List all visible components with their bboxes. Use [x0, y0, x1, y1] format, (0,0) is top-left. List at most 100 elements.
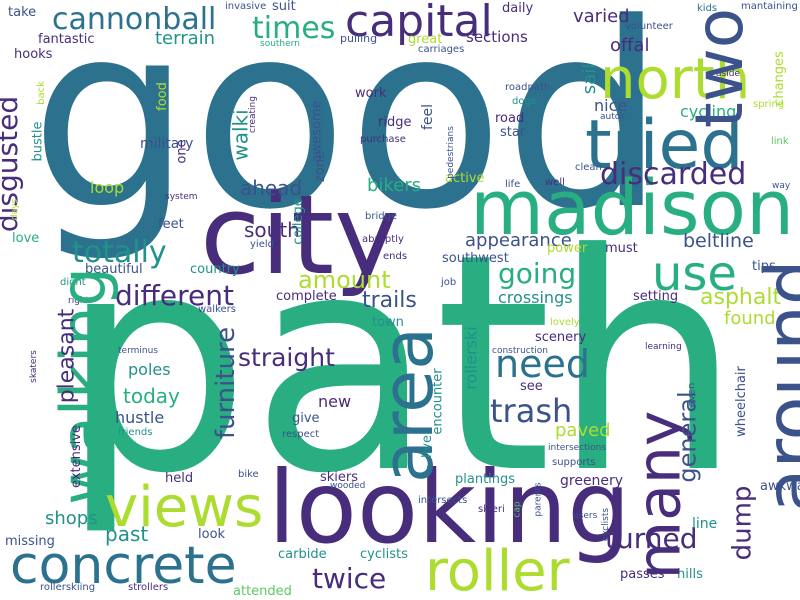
word-mantaining: mantaining [741, 1, 798, 12]
word-learning: learning [645, 342, 682, 352]
word-hooks: hooks [14, 47, 53, 62]
word-greenery: cap [512, 501, 523, 518]
word-hustle: hustle [115, 408, 165, 427]
word-purchase: feel [420, 103, 437, 131]
word-times: times [252, 11, 336, 46]
word-awkward: greenery [560, 473, 624, 489]
word-dump: dump [727, 485, 758, 561]
word-spring: spring [753, 99, 785, 110]
word-past: past [105, 522, 149, 546]
word-feet: feet [158, 217, 184, 232]
word-suit: suit [272, 0, 296, 14]
word-passes: cyclists [360, 547, 408, 562]
word-life: active [445, 171, 485, 186]
word-job: job [441, 277, 457, 288]
word-work: zone [313, 150, 329, 183]
word-new: new [318, 392, 352, 411]
word-roadpath: clean [575, 162, 602, 173]
word-attended: strollers [128, 582, 169, 593]
word-tips: tips [752, 259, 776, 274]
word-intersections: even [686, 382, 698, 408]
word-cannonball: cannonball [52, 2, 217, 37]
word-ridge: work [355, 86, 387, 101]
word-appearance: appearance [465, 230, 572, 251]
word-star: road [495, 111, 525, 126]
word-looking: looking [268, 449, 631, 566]
word-held: skiers [320, 470, 359, 485]
word-around: around [749, 259, 800, 513]
word-give: give [292, 411, 320, 426]
word-college: college [290, 198, 306, 245]
word-trails: trails [362, 288, 417, 313]
word-abruptly: abruptly [362, 234, 404, 245]
word-system: system [165, 192, 198, 202]
word-ends: ends [383, 251, 408, 262]
word-use: use [652, 246, 737, 302]
word-skiers: supports [552, 457, 596, 468]
word-lovely: lovely [550, 317, 580, 328]
word-amount: amount [298, 266, 391, 294]
word-beltline: beltline [683, 230, 754, 252]
word-even: bike [238, 469, 259, 480]
word-good: good [30, 0, 666, 266]
word-cycling: cycling [680, 102, 737, 121]
word-intersects: wooded [330, 481, 366, 491]
word-line: awkward [760, 479, 800, 494]
word-wooded: extensive [68, 425, 84, 488]
word-days: days [10, 198, 21, 221]
word-path: path [60, 190, 743, 539]
word-extensive: parents [533, 482, 544, 517]
word-asphalt: asphalt [700, 285, 782, 310]
word-views: views [105, 475, 264, 540]
word-bike: held [165, 471, 194, 486]
word-crossings: crossings [498, 288, 573, 307]
word-changes: changes [771, 51, 787, 106]
word-bridge: bridge [365, 211, 398, 222]
word-see: see [520, 379, 543, 394]
word-parents: plantings [455, 472, 516, 487]
word-well: life [505, 179, 521, 190]
word-missing: cyclists [601, 507, 612, 542]
word-capital: capital [345, 0, 493, 47]
word-zone: pedestrians [445, 126, 456, 179]
word-must: must [605, 241, 638, 256]
word-one: loop [90, 178, 125, 197]
word-two: two [681, 7, 759, 129]
word-loop: one [174, 139, 190, 164]
word-terminus: terminus [118, 346, 158, 356]
word-carriages: carriages [418, 44, 465, 55]
word-beautiful: beautiful [85, 262, 143, 277]
word-respect: respect [282, 429, 320, 440]
word-look: shops [45, 508, 98, 529]
word-shops: line [692, 516, 718, 532]
word-volunteer: volunteer [625, 21, 673, 32]
word-skieri: look [198, 527, 226, 542]
word-hills: passes [620, 567, 665, 582]
word-love: love [12, 231, 40, 246]
word-pedestrians: autos [600, 112, 625, 122]
word-dogs: roadpath [505, 82, 551, 93]
word-need: need [495, 342, 590, 386]
word-offal: offal [610, 35, 650, 56]
word-concrete: concrete [10, 536, 237, 596]
word-pulling: pulling [340, 32, 378, 45]
word-today: today [123, 384, 180, 408]
word-pleasant: pleasant [54, 308, 80, 404]
word-food: military [140, 136, 194, 152]
word-great: great [408, 32, 443, 47]
word-south: south [244, 218, 300, 242]
word-city: city [200, 171, 400, 299]
word-going: going [498, 257, 577, 290]
word-terrain: terrain [155, 28, 216, 49]
word-right: right [68, 296, 90, 306]
word-set: skaters [28, 350, 39, 383]
word-invasive: invasive [225, 1, 267, 12]
word-ahead: ahead [240, 176, 303, 200]
word-furniture: furniture [211, 326, 242, 440]
word-poles: poles [128, 360, 171, 379]
word-take: take [8, 5, 37, 20]
word-live: live [419, 435, 435, 458]
word-rollerski: rollerski [461, 326, 481, 390]
word-skaters: attended [233, 584, 292, 599]
